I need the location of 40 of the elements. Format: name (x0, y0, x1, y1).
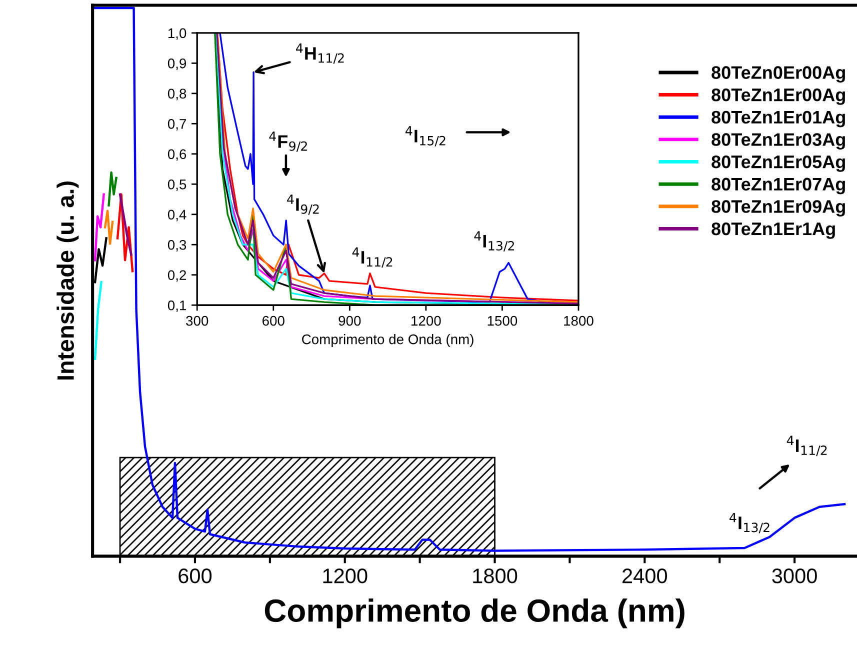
x-tick-label: 1200 (323, 568, 368, 584)
annotation: $^{4}$I$_{13/2}$ (730, 512, 770, 534)
y-tick-label: 0,4 (168, 210, 186, 222)
y-axis-title: Intensidade (u. a.) (56, 182, 79, 380)
x-axis-title: Comprimento de Onda (nm) (302, 334, 474, 347)
y-tick-label: 0,2 (168, 270, 186, 282)
y-tick-label: 0,5 (168, 179, 186, 191)
y-tick-label: 1,0 (168, 28, 186, 40)
annotation: $^{4}$I$_{9/2}$ (287, 194, 319, 215)
y-tick-label: 0,9 (168, 58, 186, 70)
x-tick-label: 2400 (622, 568, 668, 584)
annotation: $^{4}$I$_{13/2}$ (474, 231, 514, 252)
legend-label: 80TeZn1Er07Ag (712, 178, 845, 194)
legend-label: 80TeZn0Er00Ag (712, 66, 845, 83)
x-tick-label: 3000 (772, 568, 817, 584)
x-tick-label: 1800 (473, 568, 518, 584)
legend-label: 80TeZn1Er00Ag (712, 88, 845, 105)
y-tick-label: 0,7 (168, 119, 186, 130)
y-tick-label: 0,8 (168, 88, 186, 100)
x-tick-label: 900 (338, 316, 361, 326)
x-axis-title: Comprimento de Onda (nm) (264, 598, 684, 628)
x-tick-label: 1200 (412, 316, 441, 326)
y-tick-label: 0,1 (168, 300, 186, 312)
legend-label: 80TeZn1Er1Ag (712, 222, 835, 239)
y-tick-label: 0,3 (168, 240, 186, 252)
y-tick-label: 0,6 (168, 149, 186, 161)
annotation: $^{4}$I$_{15/2}$ (406, 126, 446, 146)
x-tick-label: 1500 (488, 316, 518, 326)
x-tick-label: 600 (262, 316, 284, 326)
x-tick-label: 300 (186, 316, 208, 326)
x-tick-label: 600 (178, 568, 212, 584)
legend-label: 80TeZn1Er05Ag (712, 155, 845, 172)
legend-label: 80TeZn1Er03Ag (712, 133, 845, 150)
x-tick-label: 1800 (564, 316, 594, 326)
legend-label: 80TeZn1Er09Ag (712, 200, 845, 217)
annotation: $^{4}$F$_{9/2}$ (269, 132, 307, 152)
annotation: $^{4}$H$_{11/2}$ (296, 44, 344, 64)
annotation: $^{4}$I$_{11/2}$ (786, 436, 827, 456)
legend-label: 80TeZn1Er01Ag (712, 110, 845, 128)
annotation: $^{4}$I$_{11/2}$ (352, 247, 392, 268)
